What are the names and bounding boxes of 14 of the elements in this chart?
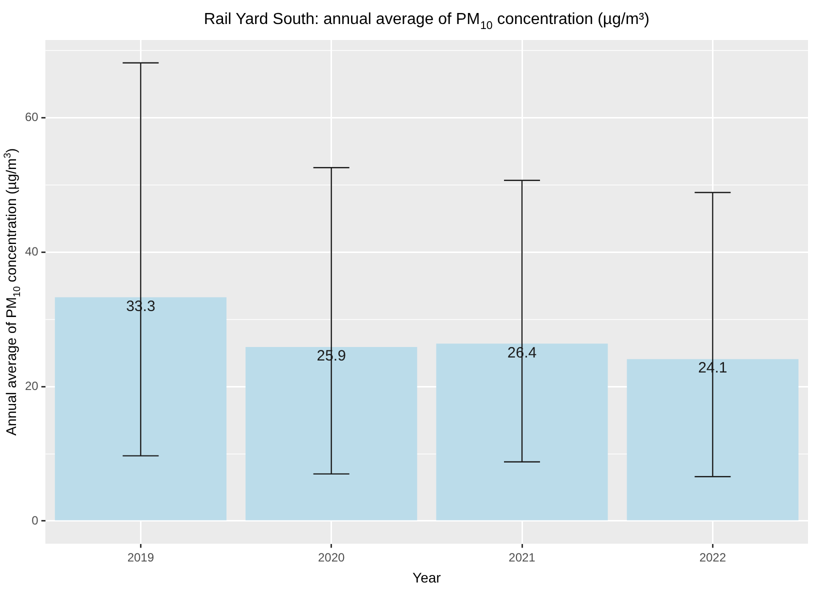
y-axis-title: Annual average of PM10 concentration (µg/m3) bbox=[2, 148, 24, 436]
bar bbox=[436, 344, 608, 520]
x-axis-title: Year bbox=[412, 569, 442, 586]
bar bbox=[54, 297, 226, 520]
y-tick-label: 20 bbox=[24, 378, 39, 393]
y-tick-label: 0 bbox=[32, 513, 39, 528]
y-tick-label: 60 bbox=[24, 110, 39, 124]
y-tick-label: 40 bbox=[24, 244, 39, 259]
x-tick-label: 2022 bbox=[699, 550, 726, 564]
x-tick-label: 2019 bbox=[127, 550, 154, 564]
bar bbox=[246, 346, 418, 520]
x-tick-label: 2021 bbox=[508, 550, 536, 564]
bar bbox=[626, 359, 798, 520]
x-tick-label: 2020 bbox=[318, 550, 346, 564]
